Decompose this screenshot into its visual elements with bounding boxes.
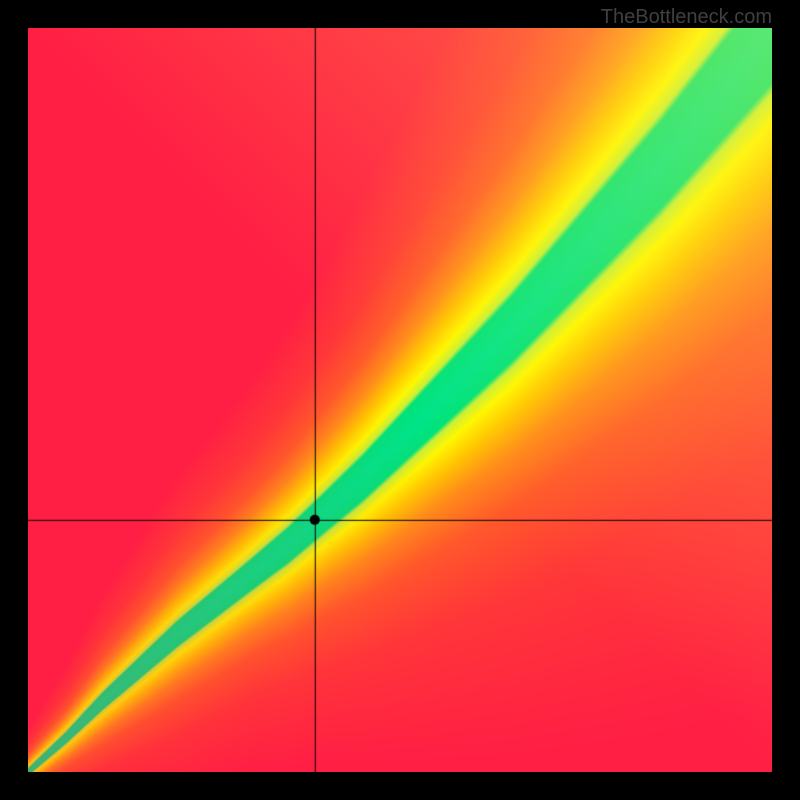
heatmap-plot (28, 28, 772, 772)
watermark-text: TheBottleneck.com (601, 6, 772, 29)
heatmap-canvas (28, 28, 772, 772)
